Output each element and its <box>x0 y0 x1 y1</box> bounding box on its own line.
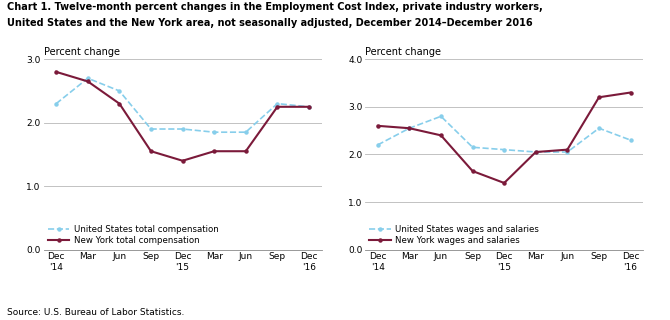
Legend: United States total compensation, New York total compensation: United States total compensation, New Yo… <box>48 225 218 245</box>
Text: Percent change: Percent change <box>365 47 441 57</box>
Text: United States and the New York area, not seasonally adjusted, December 2014–Dece: United States and the New York area, not… <box>7 18 533 28</box>
Text: Percent change: Percent change <box>44 47 119 57</box>
Legend: United States wages and salaries, New York wages and salaries: United States wages and salaries, New Yo… <box>369 225 539 245</box>
Text: Chart 1. Twelve-month percent changes in the Employment Cost Index, private indu: Chart 1. Twelve-month percent changes in… <box>7 2 543 12</box>
Text: Source: U.S. Bureau of Labor Statistics.: Source: U.S. Bureau of Labor Statistics. <box>7 308 184 317</box>
